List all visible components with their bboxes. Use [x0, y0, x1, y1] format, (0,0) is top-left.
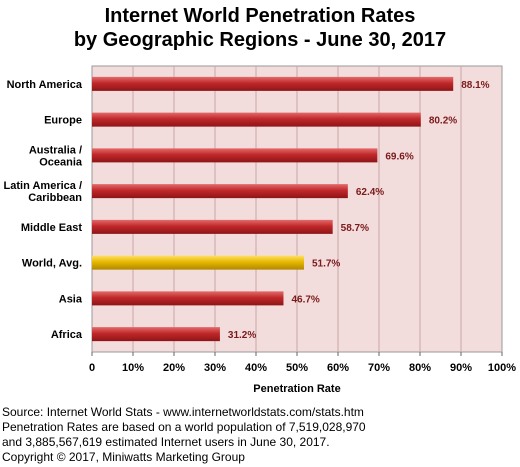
category-label: Australia / — [29, 144, 82, 156]
tick-label: 70% — [368, 362, 390, 374]
data-label: 69.6% — [385, 151, 413, 162]
x-axis-label: Penetration Rate — [253, 383, 340, 395]
tick-label: 50% — [286, 362, 308, 374]
data-label: 51.7% — [312, 259, 340, 270]
bar — [92, 76, 454, 91]
data-label: 80.2% — [429, 116, 457, 127]
bar — [92, 255, 304, 270]
methodology-line-2: and 3,885,567,619 estimated Internet use… — [2, 435, 330, 449]
category-label: Asia — [59, 293, 83, 305]
source-note: Source: Internet World Stats - www.inter… — [2, 405, 518, 465]
category-label: Middle East — [21, 222, 82, 234]
data-label: 62.4% — [356, 187, 384, 198]
tick-label: 80% — [409, 362, 431, 374]
category-label: Africa — [51, 329, 83, 341]
category-label: Latin America / — [4, 180, 82, 192]
tick-label: 60% — [327, 362, 349, 374]
tick-label: 30% — [204, 362, 226, 374]
category-label: Europe — [44, 115, 82, 127]
chart-title: Internet World Penetration Rates by Geog… — [0, 4, 520, 52]
data-label: 58.7% — [341, 223, 369, 234]
category-label: North America — [7, 79, 83, 91]
bar — [92, 148, 378, 163]
chart-title-line1: Internet World Penetration Rates — [104, 5, 416, 27]
tick-label: 90% — [450, 362, 472, 374]
category-label: Caribbean — [28, 192, 82, 204]
data-label: 31.2% — [228, 330, 256, 341]
bar — [92, 184, 348, 199]
methodology-line: Penetration Rates are based on a world p… — [2, 420, 366, 434]
bar — [92, 112, 421, 127]
tick-label: 10% — [122, 362, 144, 374]
copyright-line: Copyright © 2017, Miniwatts Marketing Gr… — [2, 450, 245, 464]
tick-label: 0 — [89, 362, 95, 374]
chart-title-line2: by Geographic Regions - June 30, 2017 — [73, 29, 447, 51]
bar — [92, 327, 220, 342]
tick-label: 40% — [245, 362, 267, 374]
data-label: 46.7% — [291, 294, 319, 305]
bar — [92, 219, 333, 234]
source-line: Source: Internet World Stats - www.inter… — [2, 405, 364, 419]
category-label: World, Avg. — [22, 258, 82, 270]
bar — [92, 291, 284, 306]
bar-chart: North America Europe Australia /Oceania Lat… — [4, 65, 516, 395]
tick-label: 20% — [163, 362, 185, 374]
category-label: Oceania — [39, 156, 83, 168]
data-label: 88.1% — [461, 80, 489, 91]
tick-label: 100% — [488, 362, 516, 374]
